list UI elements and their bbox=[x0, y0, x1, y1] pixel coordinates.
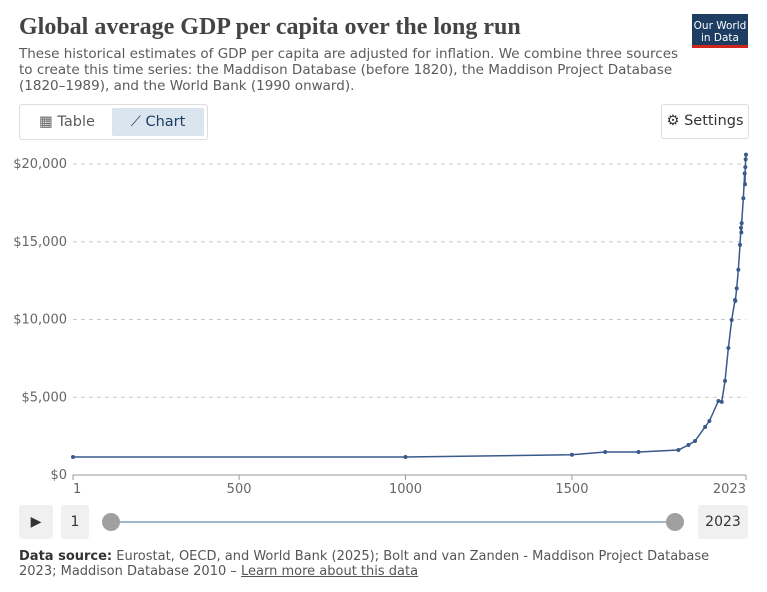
y-tick-label: $15,000 bbox=[13, 235, 67, 250]
data-point bbox=[636, 449, 641, 454]
tab-table[interactable]: ▦ Table bbox=[39, 114, 95, 130]
data-point bbox=[403, 454, 408, 459]
data-point bbox=[739, 225, 744, 230]
data-point bbox=[693, 438, 698, 443]
data-point bbox=[738, 242, 743, 247]
settings-label: Settings bbox=[684, 113, 744, 129]
data-point bbox=[719, 399, 724, 404]
tab-chart[interactable]: ⟋ Chart bbox=[112, 108, 204, 136]
title: Global average GDP per capita over the l… bbox=[19, 14, 521, 40]
data-point bbox=[71, 454, 75, 459]
tab-label: Chart bbox=[145, 114, 186, 130]
settings-button[interactable]: ⚙ Settings bbox=[661, 104, 749, 139]
subtitle: These historical estimates of GDP per ca… bbox=[19, 46, 679, 94]
data-point bbox=[743, 182, 748, 187]
tab-group: ▦ Table ⟋ Chart bbox=[19, 104, 208, 140]
data-point bbox=[726, 345, 731, 350]
data-point bbox=[703, 424, 708, 429]
logo[interactable]: Our World in Data bbox=[692, 14, 748, 48]
x-tick-label: 2023 bbox=[713, 482, 746, 497]
data-point bbox=[729, 317, 734, 322]
play-button[interactable]: ▶ bbox=[19, 505, 53, 539]
data-point bbox=[603, 449, 608, 454]
logo-line: in Data bbox=[701, 32, 739, 44]
data-point bbox=[569, 452, 574, 457]
data-point bbox=[742, 171, 747, 176]
data-point bbox=[707, 419, 712, 424]
data-point bbox=[734, 286, 739, 291]
data-point bbox=[743, 157, 748, 162]
slider-handle[interactable] bbox=[102, 513, 120, 531]
tab-label: Table bbox=[57, 114, 95, 130]
data-point bbox=[676, 447, 681, 452]
source-label: Data source: bbox=[19, 549, 113, 564]
slider-track bbox=[111, 521, 675, 523]
data-point bbox=[739, 230, 744, 235]
y-tick-label: $0 bbox=[50, 468, 67, 483]
slider-handle[interactable] bbox=[666, 513, 684, 531]
y-tick-label: $5,000 bbox=[22, 390, 68, 405]
data-point bbox=[733, 298, 738, 303]
data-point bbox=[744, 152, 748, 157]
source-text: Eurostat, OECD, and World Bank (2025); B… bbox=[19, 549, 710, 579]
data-line bbox=[73, 154, 747, 458]
logo-line: Our World bbox=[693, 20, 747, 32]
x-tick-label: 500 bbox=[227, 482, 252, 497]
end-year[interactable]: 2023 bbox=[698, 505, 748, 539]
data-point bbox=[739, 221, 744, 226]
start-year[interactable]: 1 bbox=[61, 505, 89, 539]
x-tick-label: 1 bbox=[73, 482, 81, 497]
data-point bbox=[716, 398, 721, 403]
y-tick-label: $20,000 bbox=[13, 157, 67, 172]
x-tick-label: 1500 bbox=[555, 482, 588, 497]
y-tick-label: $10,000 bbox=[13, 313, 67, 328]
data-point bbox=[686, 442, 691, 447]
x-tick-label: 1000 bbox=[389, 482, 422, 497]
data-point bbox=[743, 165, 748, 170]
learn-more-link[interactable]: Learn more about this data bbox=[241, 564, 419, 579]
data-point bbox=[723, 378, 728, 383]
data-point bbox=[741, 196, 746, 201]
footer: Data source: Eurostat, OECD, and World B… bbox=[19, 549, 719, 579]
data-point bbox=[736, 267, 741, 272]
